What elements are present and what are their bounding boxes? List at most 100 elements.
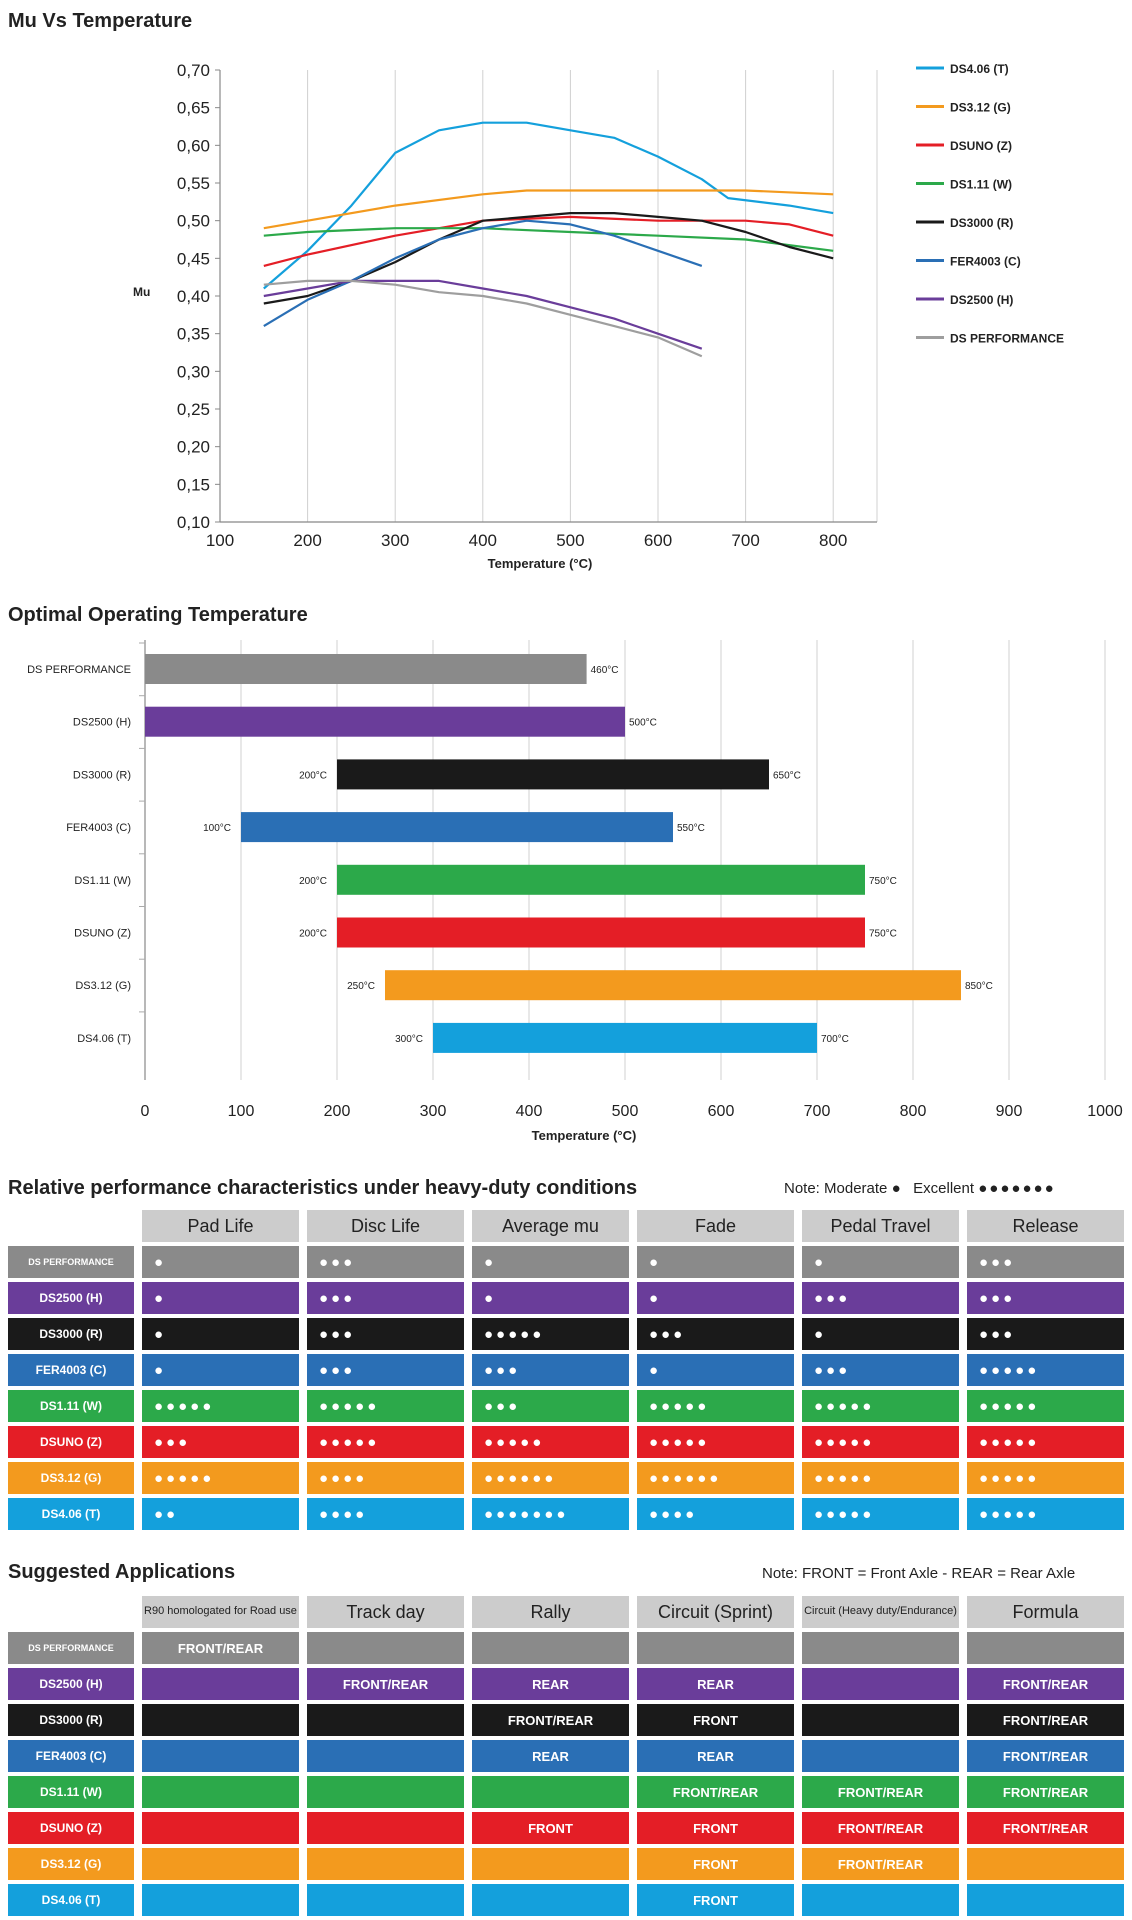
bar-end-label: 500°C xyxy=(629,718,657,729)
y-tick-label: 0,15 xyxy=(177,475,210,494)
row-label: DS1.11 (W) xyxy=(8,1776,134,1808)
table-cell: ●● xyxy=(142,1498,299,1530)
header-spacer xyxy=(8,1596,134,1628)
y-tick-label: 0,50 xyxy=(177,212,210,231)
bar-start-label: 100°C xyxy=(203,823,231,834)
table-cell: ●●● xyxy=(307,1282,464,1314)
table-cell: ●●● xyxy=(967,1246,1124,1278)
table-cell xyxy=(967,1884,1124,1916)
table-row: DS2500 (H) FRONT/REAR REAR REAR FRONT/REAR xyxy=(8,1668,1124,1700)
table-cell: ● xyxy=(637,1282,794,1314)
bar-end-label: 650°C xyxy=(773,770,801,781)
table-cell: FRONT/REAR xyxy=(967,1740,1124,1772)
table-cell xyxy=(142,1884,299,1916)
table-cell: ●●● xyxy=(307,1318,464,1350)
table-cell: FRONT/REAR xyxy=(142,1632,299,1664)
series-line xyxy=(263,212,834,305)
applications-note: Note: FRONT = Front Axle - REAR = Rear A… xyxy=(762,1565,1076,1582)
table-row: DS3.12 (G) ●●●●● ●●●● ●●●●●● ●●●●●● ●●●●● ●●●●… xyxy=(8,1462,1124,1494)
table-cell: ●●●●● xyxy=(472,1426,629,1458)
x-axis-label: Temperature (°C) xyxy=(532,1128,637,1143)
series-line xyxy=(263,189,834,230)
legend-entry: DS2500 (H) xyxy=(950,293,1013,307)
series-line xyxy=(263,279,703,350)
table-cell: FRONT xyxy=(637,1812,794,1844)
row-label: DS3.12 (G) xyxy=(8,1848,134,1880)
category-label: DS3000 (R) xyxy=(73,769,131,781)
table-cell: ●●●●● xyxy=(472,1318,629,1350)
table-cell xyxy=(142,1740,299,1772)
table-cell xyxy=(802,1632,959,1664)
table-row: DS4.06 (T) ●● ●●●● ●●●●●●● ●●●● ●●●●● ●●●●● xyxy=(8,1498,1124,1530)
y-tick-label: 0,55 xyxy=(177,174,210,193)
x-tick-label: 200 xyxy=(293,531,321,550)
y-tick-label: 0,45 xyxy=(177,249,210,268)
x-tick-label: 600 xyxy=(708,1103,735,1120)
table-cell: ●●● xyxy=(967,1318,1124,1350)
category-label: DSUNO (Z) xyxy=(74,928,131,940)
row-label: DS3000 (R) xyxy=(8,1318,134,1350)
table-cell: ●●●●● xyxy=(802,1426,959,1458)
table-cell: ●●●●● xyxy=(967,1426,1124,1458)
table-cell: ●●●●● xyxy=(967,1498,1124,1530)
table-cell xyxy=(307,1884,464,1916)
column-header: Circuit (Sprint) xyxy=(637,1596,794,1628)
table-cell xyxy=(472,1776,629,1808)
table-cell: ● xyxy=(472,1246,629,1278)
table-cell: ●●● xyxy=(472,1354,629,1386)
table-cell: ●●●●● xyxy=(637,1426,794,1458)
category-label: DS1.11 (W) xyxy=(74,875,131,887)
performance-title: Relative performance characteristics und… xyxy=(8,1177,638,1199)
table-cell: ●●●●● xyxy=(637,1390,794,1422)
operating-temperature-chart: 0 100 200 300 400 500 600 700 800 900 1000 Temperat… xyxy=(27,640,1123,1143)
table-cell: ●●● xyxy=(802,1354,959,1386)
row-label: DS PERFORMANCE xyxy=(8,1632,134,1664)
x-axis-label: Temperature (°C) xyxy=(488,556,593,571)
bar-end-label: 460°C xyxy=(591,665,619,676)
table-row: DS1.11 (W) ●●●●● ●●●●● ●●● ●●●●● ●●●●● ●●●●● xyxy=(8,1390,1124,1422)
legend-entry: DS3.12 (G) xyxy=(950,101,1011,115)
series-line xyxy=(263,215,834,267)
table-cell xyxy=(802,1668,959,1700)
x-tick-label: 800 xyxy=(819,531,847,550)
table-cell: ●●●●● xyxy=(802,1498,959,1530)
table-cell: ●●●●●● xyxy=(472,1462,629,1494)
temp-chart-title: Optimal Operating Temperature xyxy=(8,604,308,626)
table-cell xyxy=(307,1812,464,1844)
range-bar xyxy=(145,706,625,737)
x-tick-label: 300 xyxy=(381,531,409,550)
category-label: DS2500 (H) xyxy=(73,717,131,729)
table-cell xyxy=(967,1632,1124,1664)
table-cell xyxy=(472,1884,629,1916)
table-cell: REAR xyxy=(472,1668,629,1700)
note-excellent-dots: ●●●●●●● xyxy=(978,1180,1056,1197)
table-cell: ●●● xyxy=(637,1318,794,1350)
category-label: DS PERFORMANCE xyxy=(27,664,131,676)
legend-entry: DSUNO (Z) xyxy=(950,139,1012,153)
applications-matrix: R90 homologated for Road use Track day Ral… xyxy=(8,1596,1124,1920)
bar-start-label: 300°C xyxy=(395,1034,423,1045)
note-moderate-dots: ● xyxy=(891,1180,901,1197)
table-cell: FRONT xyxy=(637,1884,794,1916)
series-line xyxy=(263,279,703,358)
table-cell: ●●●●● xyxy=(802,1390,959,1422)
y-tick-label: 0,60 xyxy=(177,136,210,155)
table-cell: REAR xyxy=(637,1668,794,1700)
table-row: DS PERFORMANCE ● ●●● ● ● ● ●●● xyxy=(8,1246,1124,1278)
table-cell: ●●●●● xyxy=(307,1390,464,1422)
column-header: Pad Life xyxy=(142,1210,299,1242)
table-row: FER4003 (C) REAR REAR FRONT/REAR xyxy=(8,1740,1124,1772)
column-header: Disc Life xyxy=(307,1210,464,1242)
table-cell: FRONT/REAR xyxy=(802,1776,959,1808)
performance-note: Note: Moderate ● Excellent ●●●●●●● xyxy=(784,1180,1056,1197)
legend-entry: FER4003 (C) xyxy=(950,255,1021,269)
column-header: Fade xyxy=(637,1210,794,1242)
table-row: DS3000 (R) ● ●●● ●●●●● ●●● ● ●●● xyxy=(8,1318,1124,1350)
table-row: DS3000 (R) FRONT/REAR FRONT FRONT/REAR xyxy=(8,1704,1124,1736)
note-excellent: Excellent xyxy=(913,1180,975,1197)
table-row: DS PERFORMANCE FRONT/REAR xyxy=(8,1632,1124,1664)
x-tick-label: 700 xyxy=(731,531,759,550)
row-label: DS3.12 (G) xyxy=(8,1462,134,1494)
performance-matrix: Pad Life Disc Life Average mu Fade Pedal Tra… xyxy=(8,1210,1124,1534)
note-moderate: Moderate xyxy=(824,1180,888,1197)
